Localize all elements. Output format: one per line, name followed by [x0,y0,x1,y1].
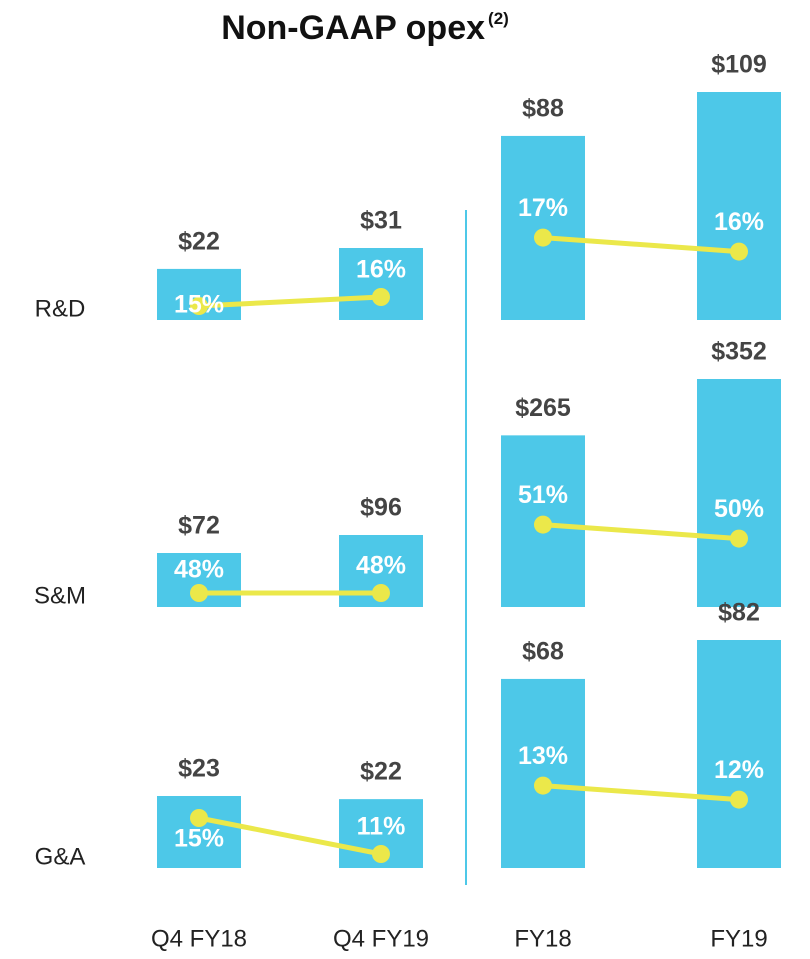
bar [157,796,241,868]
row-label: S&M [34,582,86,609]
percent-label: 11% [357,813,406,841]
percent-point [534,776,552,795]
percent-label: 50% [714,495,764,523]
value-label: $68 [522,638,564,666]
row-label: G&A [35,843,86,870]
x-tick-label: FY18 [514,925,571,952]
percent-label: 15% [174,825,224,853]
percent-point [372,845,390,863]
bar [339,248,423,320]
percent-point [730,790,748,809]
percent-label: 16% [714,208,764,236]
x-tick-label: Q4 FY18 [151,925,247,952]
percent-line [198,815,382,857]
value-label: $352 [711,338,767,366]
value-label: $22 [178,228,220,256]
percent-label: 48% [174,556,224,584]
x-tick-label: Q4 FY19 [333,925,429,952]
title-note: (2) [488,9,509,28]
percent-line [198,294,382,309]
percent-label: 17% [518,194,568,222]
value-label: $109 [711,51,767,79]
bar [697,379,781,607]
percent-label: 48% [356,552,406,580]
percent-label: 51% [518,481,568,509]
percent-label: 12% [714,756,764,784]
percent-point [730,529,748,548]
percent-point [372,288,390,306]
percent-point [190,584,208,602]
chart-title: Non-GAAP opex (2) [221,9,509,47]
bar [501,135,585,320]
value-label: $23 [178,755,220,783]
value-label: $82 [718,599,760,627]
value-label: $72 [178,512,220,540]
percent-label: 15% [174,291,224,319]
percent-label: 13% [518,742,568,770]
percent-point [730,242,748,261]
value-label: $31 [360,207,402,235]
bar [697,640,781,868]
bar [501,678,585,868]
x-tick-label: FY19 [710,925,767,952]
percent-point [534,515,552,534]
percent-point [190,809,208,827]
percent-line [542,783,740,803]
percent-label: 16% [356,256,406,284]
row-label: R&D [35,295,86,322]
percent-point [190,297,208,315]
value-label: $96 [360,494,402,522]
value-label: $88 [522,95,564,123]
bar [697,92,781,320]
percent-line [542,522,740,542]
percent-point [372,584,390,602]
value-label: $22 [360,758,402,786]
percent-point [534,228,552,247]
title-text: Non-GAAP opex [221,9,485,47]
value-label: $265 [515,394,571,422]
percent-line [542,235,740,255]
